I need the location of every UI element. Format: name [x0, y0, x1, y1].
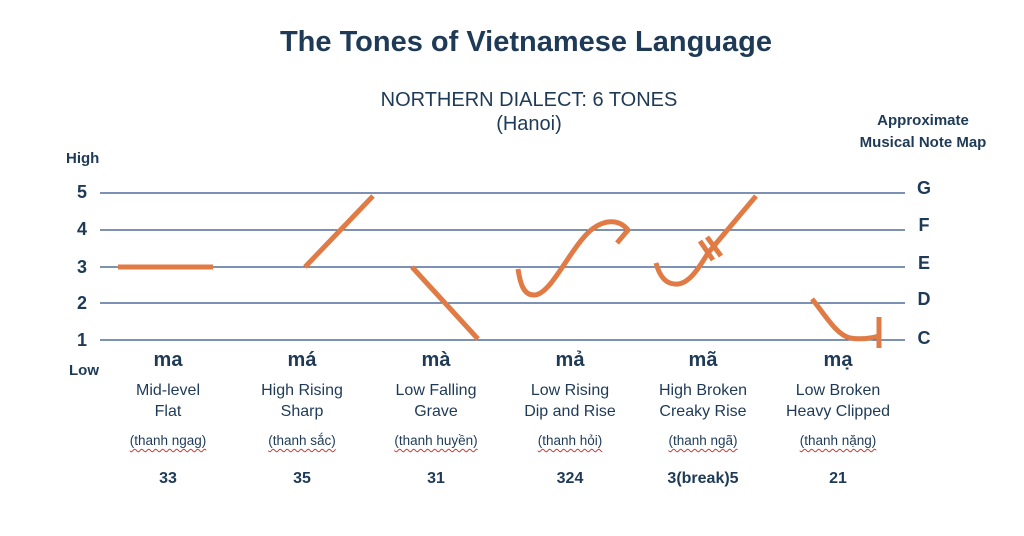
tone-syllable: má [287, 349, 317, 371]
tone-description-line-2: Sharp [280, 403, 324, 420]
tone-description-line-1: Mid-level [135, 382, 200, 399]
tone-number-code: 33 [159, 470, 177, 487]
tone-description: High Broken Creaky Rise [628, 380, 778, 424]
tone-column-sac: má High Rising Sharp (thanh sắc) 35 [227, 346, 377, 488]
tone-syllable: mả [555, 349, 585, 371]
tone-column-hoi: mả Low Rising Dip and Rise (thanh hỏi) 3… [495, 346, 645, 488]
tone-description-line-1: Low Falling [395, 382, 477, 399]
tone-description-line-1: High Rising [261, 382, 343, 399]
level-5-label: 5 [76, 182, 87, 202]
tone-contour-huyen [410, 265, 480, 341]
level-1-label: 1 [76, 330, 87, 350]
grid-lines [100, 192, 905, 341]
tone-number-code: 3(break)5 [667, 470, 739, 487]
tone-column-nang: mạ Low Broken Heavy Clipped (thanh nặng)… [763, 346, 913, 488]
tone-description: High Rising Sharp [227, 380, 377, 424]
tone-description-line-2: Flat [154, 403, 182, 420]
tone-column-nga: mã High Broken Creaky Rise (thanh ngã) 3… [628, 346, 778, 488]
tone-description-line-2: Dip and Rise [524, 403, 616, 420]
level-2-label: 2 [76, 293, 87, 313]
low-label: Low [69, 362, 99, 379]
tone-vietnamese-name: (thanh hỏi) [537, 433, 603, 448]
level-4-label: 4 [76, 219, 87, 239]
level-3-label: 3 [76, 257, 87, 277]
tone-column-huyen: mà Low Falling Grave (thanh huyền) 31 [361, 346, 511, 488]
tone-number-code: 21 [829, 470, 847, 487]
tone-syllable: mà [421, 349, 451, 371]
tone-description-line-2: Heavy Clipped [785, 403, 891, 420]
note-d-label: D [917, 289, 931, 309]
tone-syllable: ma [153, 349, 183, 371]
tone-description-line-1: High Broken [658, 382, 748, 399]
note-f-label: F [918, 215, 930, 235]
tone-description: Low Broken Heavy Clipped [763, 380, 913, 424]
tone-vietnamese-name: (thanh ngã) [668, 433, 738, 448]
tone-vietnamese-name: (thanh sắc) [268, 433, 336, 448]
tone-description: Low Falling Grave [361, 380, 511, 424]
note-e-label: E [917, 253, 930, 273]
tone-number-code: 31 [427, 470, 445, 487]
tone-vietnamese-name: (thanh huyền) [394, 433, 478, 448]
creaky-break-marks [697, 235, 724, 262]
tone-number-code: 35 [293, 470, 311, 487]
note-map-title: Approximate Musical Note Map [838, 110, 1008, 154]
tone-description-line-2: Grave [414, 403, 458, 420]
diagram-subtitle: NORTHERN DIALECT: 6 TONES (Hanoi) [0, 88, 1024, 136]
tone-vietnamese-name: (thanh nặng) [799, 433, 877, 448]
tone-description-line-1: Low Rising [530, 382, 610, 399]
note-map-title-line-1: Approximate [877, 112, 969, 129]
tone-syllable: mạ [823, 349, 853, 371]
diagram-title: The Tones of Vietnamese Language [279, 26, 773, 58]
tone-contour-nga [653, 194, 758, 287]
note-g-label: G [916, 178, 931, 198]
subtitle-line-1: NORTHERN DIALECT: 6 TONES [380, 89, 678, 111]
tone-description: Mid-level Flat [93, 380, 243, 424]
subtitle-line-2: (Hanoi) [496, 113, 562, 135]
tone-syllable: mã [688, 349, 718, 371]
tone-description-line-1: Low Broken [795, 382, 881, 399]
tone-contour-nang [810, 297, 882, 348]
note-c-label: C [917, 328, 931, 348]
tone-description-line-2: Creaky Rise [659, 403, 747, 420]
tone-vietnamese-name: (thanh ngag) [129, 433, 207, 448]
tone-number-code: 324 [556, 470, 584, 487]
tone-column-ngang: ma Mid-level Flat (thanh ngag) 33 [93, 346, 243, 488]
note-map-title-line-2: Musical Note Map [859, 134, 987, 151]
tone-description: Low Rising Dip and Rise [495, 380, 645, 424]
high-label: High [66, 150, 100, 167]
tone-contour-hoi [515, 219, 631, 298]
tone-contour-sac [303, 194, 375, 269]
